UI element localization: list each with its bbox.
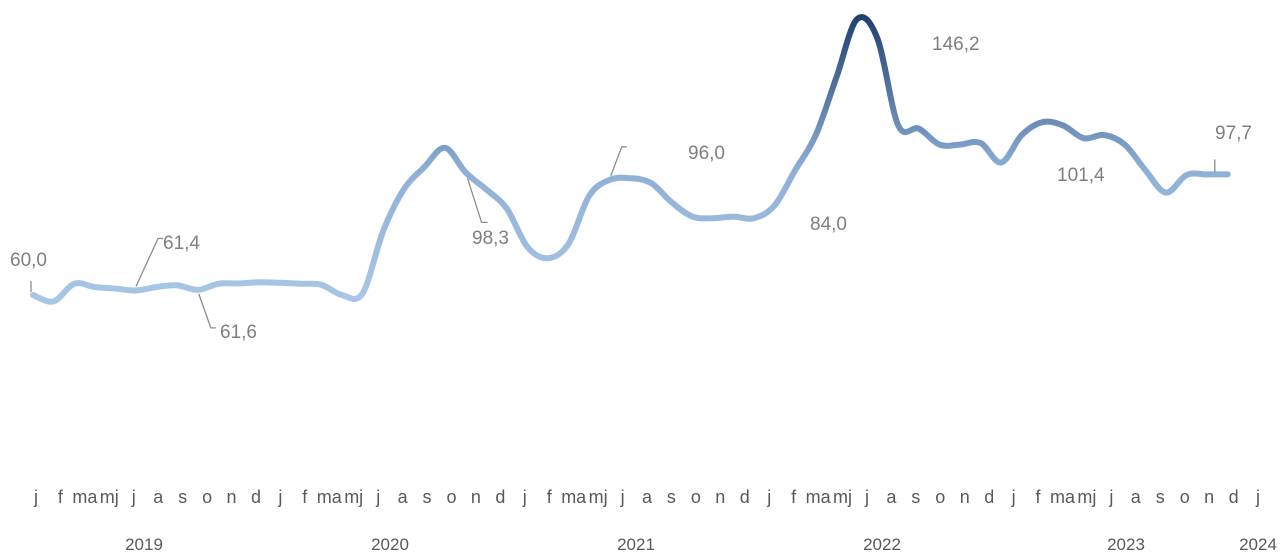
x-tick-label: mj — [589, 487, 608, 507]
x-tick-label: j — [131, 487, 136, 507]
x-tick-label: a — [886, 487, 897, 507]
x-tick-label: j — [375, 487, 380, 507]
x-tick-label: j — [522, 487, 527, 507]
data-label: 61,6 — [220, 322, 257, 343]
x-tick-label: ma — [1050, 487, 1076, 507]
x-tick-label: d — [495, 487, 505, 507]
x-tick-label: ma — [806, 487, 832, 507]
x-tick-label: f — [302, 487, 308, 507]
x-tick-label: o — [691, 487, 701, 507]
leader-line — [611, 147, 627, 176]
x-tick-label: f — [547, 487, 553, 507]
x-tick-label: j — [1255, 487, 1260, 507]
x-tick-label: n — [471, 487, 481, 507]
leader-line — [136, 239, 163, 287]
year-label: 2024 — [1239, 535, 1277, 552]
x-tick-label: d — [1229, 487, 1239, 507]
x-tick-label: a — [398, 487, 409, 507]
data-label: 96,0 — [688, 143, 725, 164]
x-tick-label: s — [667, 487, 676, 507]
data-label: 84,0 — [810, 214, 847, 235]
year-label: 2021 — [617, 535, 655, 552]
data-label: 101,4 — [1057, 165, 1105, 186]
data-label-layer: 60,0 61,4 61,6 98,3 96,0 84,0 146,2 101,4 97,7 — [10, 34, 1252, 343]
year-label: 2019 — [125, 535, 163, 552]
x-tick-label: f — [1035, 487, 1041, 507]
x-tick-label: f — [791, 487, 797, 507]
x-tick-label: a — [1131, 487, 1142, 507]
x-tick-label: j — [766, 487, 771, 507]
x-tick-label: mj — [344, 487, 363, 507]
x-tick-label: o — [1180, 487, 1190, 507]
leader-line — [199, 294, 216, 328]
x-tick-label: ma — [72, 487, 98, 507]
x-tick-label: j — [33, 487, 38, 507]
x-tick-label: s — [911, 487, 920, 507]
x-tick-label: j — [864, 487, 869, 507]
x-tick-label: mj — [833, 487, 852, 507]
x-tick-label: ma — [317, 487, 343, 507]
series-line — [33, 17, 1228, 302]
x-tick-label: a — [153, 487, 164, 507]
data-label: 98,3 — [472, 228, 509, 249]
x-tick-label: j — [620, 487, 625, 507]
x-tick-label: d — [740, 487, 750, 507]
data-label: 60,0 — [10, 250, 47, 271]
x-tick-label: o — [202, 487, 212, 507]
x-tick-label: n — [1204, 487, 1214, 507]
x-tick-label: j — [277, 487, 282, 507]
data-label: 146,2 — [932, 34, 980, 55]
x-tick-label: d — [251, 487, 261, 507]
series-layer — [31, 17, 1230, 303]
x-tick-label: mj — [1077, 487, 1096, 507]
x-tick-label: mj — [100, 487, 119, 507]
x-tick-label: d — [984, 487, 994, 507]
x-tick-label: j — [1108, 487, 1113, 507]
x-tick-label: s — [178, 487, 187, 507]
x-tick-label: n — [715, 487, 725, 507]
data-label: 61,4 — [163, 233, 200, 254]
x-tick-label: s — [423, 487, 432, 507]
leader-layer — [31, 147, 1215, 328]
x-tick-label: s — [1156, 487, 1165, 507]
x-axis: j f ma mj j a s o n d j f ma mj j a s o n d j f ma mj j a s o n d j f ma… — [33, 487, 1277, 552]
x-tick-label: o — [935, 487, 945, 507]
x-tick-label: n — [226, 487, 236, 507]
x-tick-label: o — [446, 487, 456, 507]
x-tick-label: ma — [561, 487, 587, 507]
x-tick-label: n — [960, 487, 970, 507]
x-tick-label: f — [58, 487, 64, 507]
data-label: 97,7 — [1215, 123, 1252, 144]
x-tick-label: a — [642, 487, 653, 507]
year-label: 2022 — [863, 535, 901, 552]
year-label: 2023 — [1107, 535, 1145, 552]
year-label: 2020 — [371, 535, 409, 552]
x-tick-label: j — [1011, 487, 1016, 507]
